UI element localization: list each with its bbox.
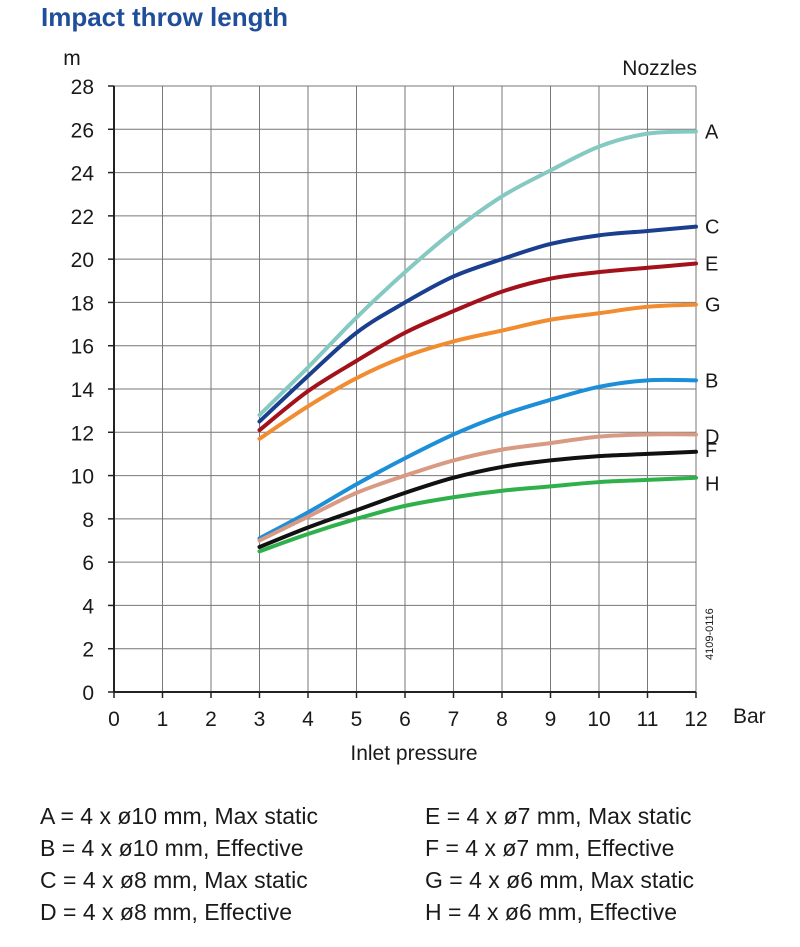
legend-entry: C = 4 x ø8 mm, Max static [40, 867, 308, 893]
x-tick-label: 5 [351, 708, 363, 731]
legend-entry: B = 4 x ø10 mm, Effective [40, 835, 304, 861]
series-lines [257, 129, 698, 554]
x-tick-label: 6 [399, 708, 411, 731]
x-tick-label: 3 [254, 708, 266, 731]
series-line-h [257, 475, 698, 554]
y-tick-label: 16 [71, 336, 94, 359]
y-tick-label: 22 [71, 206, 94, 229]
x-axis-unit: Bar [733, 705, 766, 728]
figure-code: 4109-0116 [704, 608, 716, 660]
series-label-h: H [705, 474, 719, 496]
grid [113, 85, 697, 693]
x-tick-label: 1 [157, 708, 169, 731]
series-labels: A CEG B DFH [705, 121, 721, 495]
x-axis-label: Inlet pressure [350, 742, 477, 765]
series-line-a [257, 129, 698, 417]
legend-entry: E = 4 x ø7 mm, Max static [425, 803, 692, 829]
legend-entry: D = 4 x ø8 mm, Effective [40, 899, 293, 925]
x-tick-label: 4 [302, 708, 314, 731]
x-tick-label: 11 [637, 708, 659, 731]
y-tick-label: 10 [71, 466, 94, 489]
x-tick-label: 0 [108, 708, 120, 731]
series-label-a: A [705, 121, 719, 143]
series-label-g: G [705, 295, 721, 317]
y-tick-label: 0 [82, 682, 94, 705]
y-tick-label: 26 [71, 119, 94, 142]
y-tick-label: 24 [71, 163, 95, 186]
series-label-d: D [705, 426, 719, 448]
legend-entry: H = 4 x ø6 mm, Effective [425, 899, 678, 925]
series-line-e [257, 261, 698, 433]
x-tick-label: 2 [205, 708, 217, 731]
x-tick-label: 10 [587, 708, 610, 731]
x-tick-label: 9 [545, 708, 557, 731]
series-line-f [257, 449, 698, 549]
legend-entry: F = 4 x ø7 mm, Effective [425, 835, 675, 861]
y-tick-label: 28 [71, 76, 94, 99]
y-tick-label: 8 [82, 509, 94, 532]
series-label-c: C [705, 217, 719, 239]
legend-entry: G = 4 x ø6 mm, Max static [425, 867, 695, 893]
y-tick-label: 14 [71, 379, 95, 402]
axes [108, 85, 697, 698]
y-tick-label: 4 [82, 595, 94, 618]
series-line-g [257, 302, 698, 441]
x-tick-label: 7 [448, 708, 460, 731]
x-tick-label: 8 [496, 708, 508, 731]
y-axis-unit: m [63, 47, 81, 70]
y-tick-label: 2 [82, 639, 94, 662]
series-label-e: E [705, 253, 718, 275]
y-tick-label: 6 [82, 552, 94, 575]
nozzle-legend: A = 4 x ø10 mm, Max static E = 4 x ø7 mm… [40, 800, 780, 928]
y-tick-label: 20 [71, 249, 94, 272]
legend-entry: A = 4 x ø10 mm, Max static [40, 803, 318, 829]
series-line-b [257, 377, 698, 541]
legend-title: Nozzles [622, 57, 697, 80]
y-tick-label: 18 [71, 292, 94, 315]
series-line-c [257, 224, 698, 424]
y-tick-label: 12 [71, 422, 94, 445]
chart-title: Impact throw length [41, 2, 288, 32]
x-tick-label: 12 [684, 708, 707, 731]
x-tick-labels: 0 1 2 3 4 5 6 7 8 9 10 11 12 [108, 708, 708, 731]
series-line-d [257, 432, 698, 543]
series-label-b: B [705, 370, 718, 392]
series-label-f: F [705, 440, 717, 462]
